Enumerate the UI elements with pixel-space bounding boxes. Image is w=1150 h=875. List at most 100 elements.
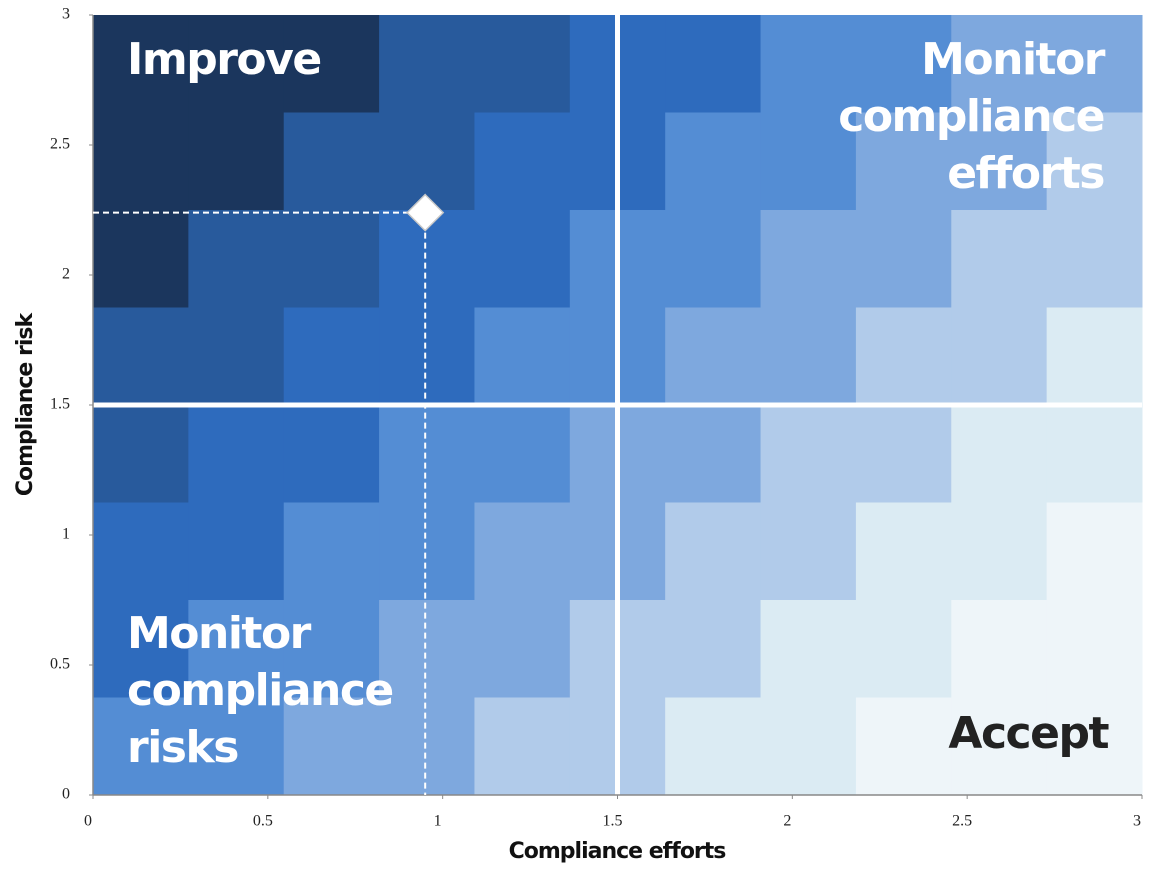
- background-cell: [760, 210, 857, 308]
- background-cell: [855, 307, 952, 406]
- background-cell: [760, 600, 857, 698]
- background-cell: [474, 405, 571, 503]
- quadrant-label: compliance: [838, 91, 1104, 142]
- x-tick-label: 1.5: [603, 813, 623, 830]
- y-tick-label: 0: [62, 786, 70, 803]
- background-cell: [665, 502, 762, 601]
- quadrant-label: Monitor: [127, 608, 312, 659]
- background-cell: [1046, 307, 1143, 406]
- quadrant-label: efforts: [947, 148, 1104, 199]
- background-cell: [855, 15, 952, 113]
- background-cell: [665, 210, 762, 308]
- background-cell: [665, 600, 762, 698]
- background-cell: [93, 405, 189, 503]
- background-cell: [283, 15, 380, 113]
- quadrant-label: Improve: [127, 34, 321, 85]
- background-cell: [951, 405, 1048, 503]
- y-tick-label: 3: [62, 6, 70, 23]
- background-cell: [665, 15, 762, 113]
- background-cell: [665, 307, 762, 406]
- background-cell: [283, 307, 380, 406]
- background-cell: [760, 307, 857, 406]
- background-cell: [379, 502, 475, 601]
- y-axis-title: Compliance risk: [13, 312, 38, 497]
- x-tick-label: 1: [434, 813, 442, 830]
- quadrant-label: Accept: [948, 708, 1109, 759]
- background-cell: [474, 210, 571, 308]
- background-cell: [283, 502, 380, 601]
- background-cell: [855, 112, 952, 211]
- background-cell: [93, 15, 189, 113]
- x-axis-title: Compliance efforts: [509, 839, 727, 864]
- background-cell: [951, 502, 1048, 601]
- background-cell: [1046, 210, 1143, 308]
- x-tick-label: 3: [1133, 813, 1141, 830]
- background-cell: [93, 600, 189, 698]
- background-cell: [283, 112, 380, 211]
- background-cell: [760, 697, 857, 796]
- y-tick-label: 2.5: [50, 136, 70, 153]
- background-cell: [1046, 15, 1143, 113]
- quadrant-label: Monitor: [921, 34, 1106, 85]
- y-tick-label: 2: [62, 266, 70, 283]
- background-cell: [283, 600, 380, 698]
- background-cell: [760, 405, 857, 503]
- background-cell: [474, 112, 571, 211]
- background-cell: [379, 600, 475, 698]
- background-cell: [474, 600, 571, 698]
- background-cell: [665, 112, 762, 211]
- background-cell: [379, 112, 475, 211]
- background-cell: [188, 502, 285, 601]
- background-cell: [283, 405, 380, 503]
- background-cell: [951, 210, 1048, 308]
- background-cell: [855, 600, 952, 698]
- background-cell: [665, 697, 762, 796]
- background-cell: [188, 112, 285, 211]
- background-cell: [188, 600, 285, 698]
- y-tick-label: 0.5: [50, 656, 70, 673]
- background-cell: [1046, 502, 1143, 601]
- background-cell: [93, 210, 189, 308]
- y-tick-label: 1: [62, 526, 70, 543]
- background-cell: [188, 307, 285, 406]
- data-point: [406, 193, 445, 232]
- background-cell: [379, 405, 475, 503]
- background-cell: [474, 307, 571, 406]
- background-cell: [93, 112, 189, 211]
- x-tick-label: 2.5: [952, 813, 972, 830]
- y-tick-label: 1.5: [50, 396, 70, 413]
- background-cell: [474, 15, 571, 113]
- background-cell: [951, 15, 1048, 113]
- background-cell: [188, 210, 285, 308]
- background-cell: [1046, 405, 1143, 503]
- background-cell: [283, 210, 380, 308]
- background-cell: [1046, 600, 1143, 698]
- background-cell: [760, 15, 857, 113]
- background-cell: [379, 307, 475, 406]
- background-cell: [855, 502, 952, 601]
- background-cell: [951, 697, 1048, 796]
- background-cell: [760, 112, 857, 211]
- background-cell: [951, 307, 1048, 406]
- x-tick-label: 0.5: [253, 813, 273, 830]
- background-cell: [855, 697, 952, 796]
- background-cell: [379, 15, 475, 113]
- quadrant-label: risks: [127, 722, 238, 773]
- background-cell: [760, 502, 857, 601]
- background-cell: [1046, 112, 1143, 211]
- background-cell: [474, 697, 571, 796]
- background-cell: [665, 405, 762, 503]
- background-cell: [1046, 697, 1143, 796]
- background-cell: [283, 697, 380, 796]
- background-cell: [951, 600, 1048, 698]
- background-cell: [474, 502, 571, 601]
- background-cell: [93, 307, 189, 406]
- x-tick-label: 2: [783, 813, 791, 830]
- background-cell: [951, 112, 1048, 211]
- background-cell: [93, 697, 189, 796]
- background-cell: [855, 210, 952, 308]
- background-cell: [855, 405, 952, 503]
- background-cell: [188, 697, 285, 796]
- background-cell: [188, 405, 285, 503]
